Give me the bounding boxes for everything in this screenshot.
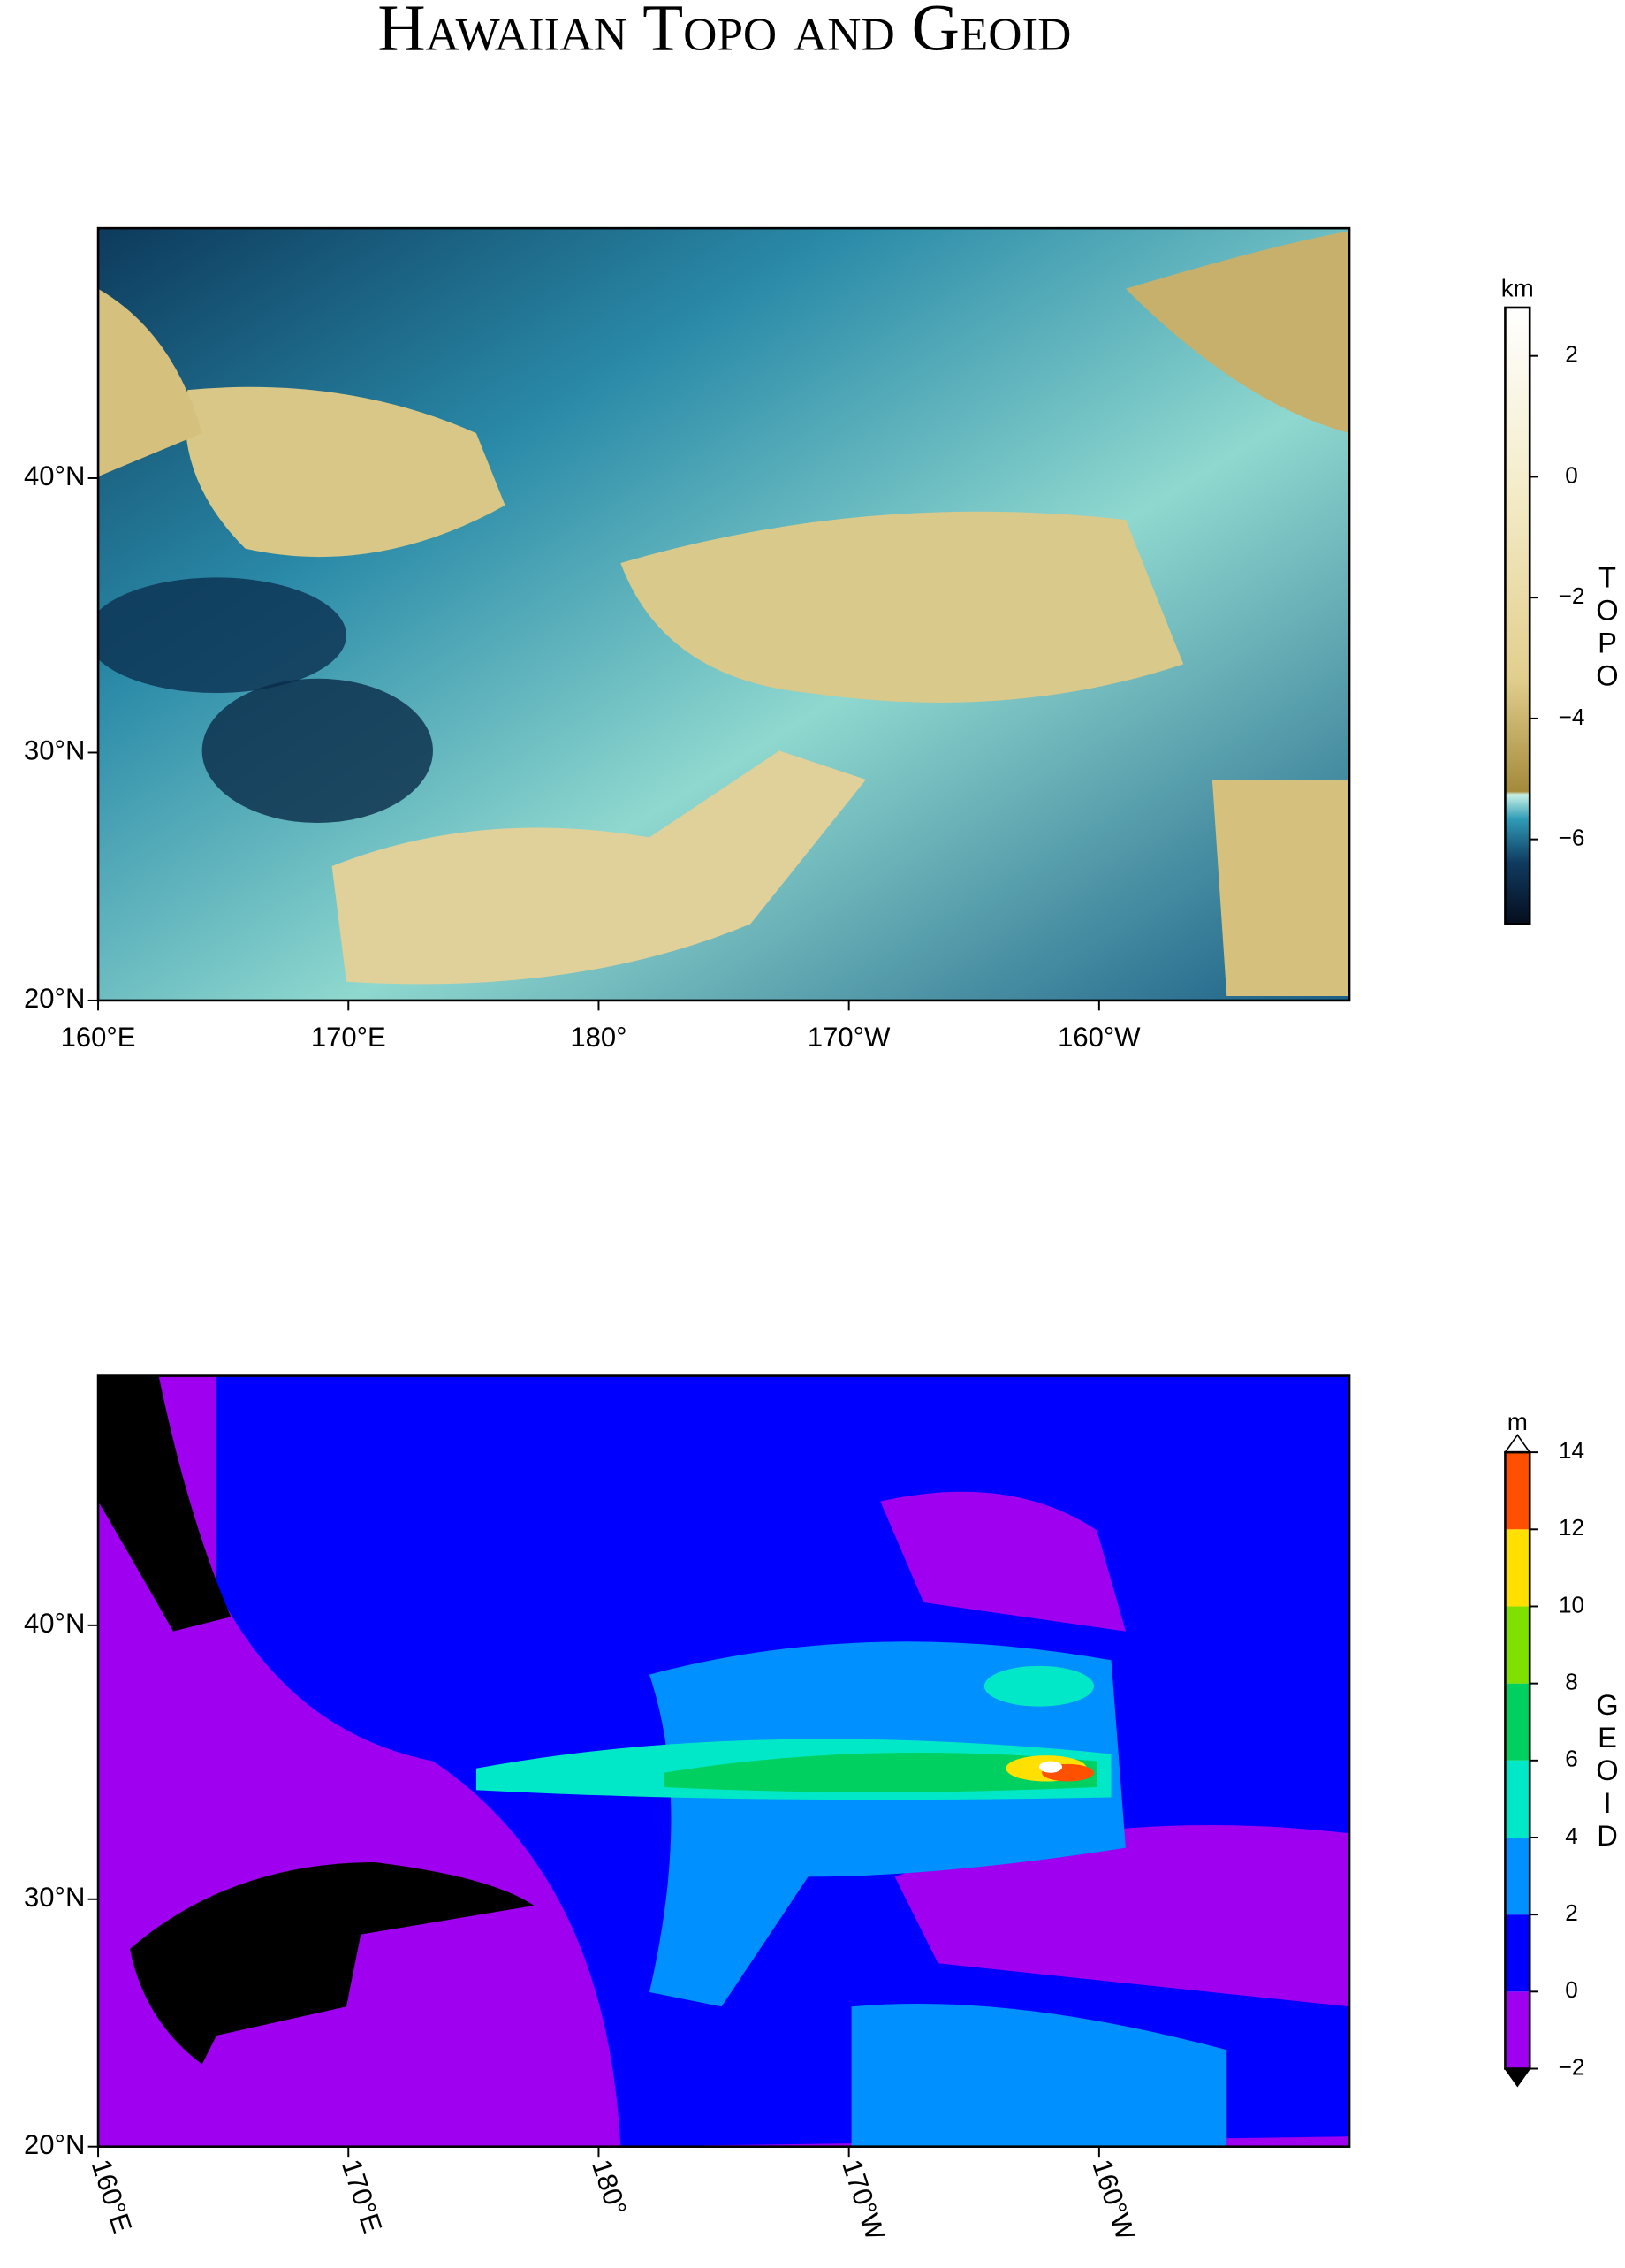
colorbar-tick-label: −4	[1559, 704, 1585, 730]
colorbar-tick-label: 6	[1565, 1746, 1578, 1772]
colorbar-tick-label: 4	[1565, 1823, 1578, 1849]
colorbar-bin	[1505, 1452, 1530, 1530]
x-tick-label: 160°E	[61, 1022, 136, 1053]
x-tick-label: 160°W	[1058, 1022, 1141, 1053]
topo-image	[98, 228, 1350, 1001]
x-tick-label: 180°	[570, 1022, 626, 1053]
colorbar-tick-label: −2	[1559, 582, 1585, 609]
x-tick-label: 160°E	[86, 2156, 139, 2237]
colorbar-tick-label: 0	[1565, 461, 1578, 488]
colorbar-bin	[1505, 1914, 1530, 1992]
colorbar-tick-label: 8	[1565, 1669, 1578, 1695]
colorbar-tick-label: 2	[1565, 1899, 1578, 1926]
y-tick-label: 40°N	[24, 1608, 85, 1639]
x-tick-label: 170°W	[808, 1022, 891, 1053]
y-tick-label: 20°N	[24, 983, 85, 1014]
y-tick-label: 30°N	[24, 1882, 85, 1913]
colorbar-bin	[1505, 1606, 1530, 1684]
colorbar-label: TOPO	[1591, 561, 1624, 692]
colorbar-bin	[1505, 1837, 1530, 1915]
geoid-image	[98, 1375, 1350, 2147]
colorbar-gradient	[1505, 307, 1530, 925]
colorbar-fg-triangle	[1503, 1434, 1531, 1453]
colorbar-tick-label: 0	[1565, 1976, 1578, 2003]
y-tick-label: 30°N	[24, 735, 85, 766]
colorbar-bin	[1505, 1529, 1530, 1607]
x-tick-label: 180°	[586, 2156, 633, 2219]
colorbar-tick-label: 12	[1559, 1514, 1584, 1541]
x-tick-label: 170°E	[336, 2156, 389, 2237]
y-tick-label: 20°N	[24, 2129, 85, 2160]
colorbar-bin	[1505, 1760, 1530, 1838]
title: Hawaiian Topo and Geoid	[377, 0, 1071, 65]
y-tick-label: 40°N	[24, 460, 85, 491]
colorbar-tick-label: −2	[1559, 2053, 1585, 2080]
colorbar-tick-label: −6	[1559, 825, 1585, 851]
colorbar-bin	[1505, 1991, 1530, 2069]
colorbar-label: GEOID	[1591, 1688, 1624, 1852]
map-frame	[96, 226, 1351, 1002]
colorbar-frame	[1504, 306, 1531, 925]
x-tick-label: 170°W	[836, 2156, 891, 2244]
colorbar-bg-triangle	[1503, 2067, 1531, 2088]
map-frame	[96, 1374, 1351, 2149]
x-tick-label: 160°W	[1086, 2156, 1141, 2244]
colorbar-tick-label: 10	[1559, 1591, 1584, 1617]
colorbar-tick-label: 14	[1559, 1437, 1584, 1464]
colorbar-tick-label: 2	[1565, 341, 1578, 368]
colorbar-bin	[1505, 1683, 1530, 1761]
colorbar-unit: m	[1507, 1408, 1528, 1435]
colorbar-unit: km	[1501, 275, 1534, 302]
x-tick-label: 170°E	[311, 1022, 386, 1053]
